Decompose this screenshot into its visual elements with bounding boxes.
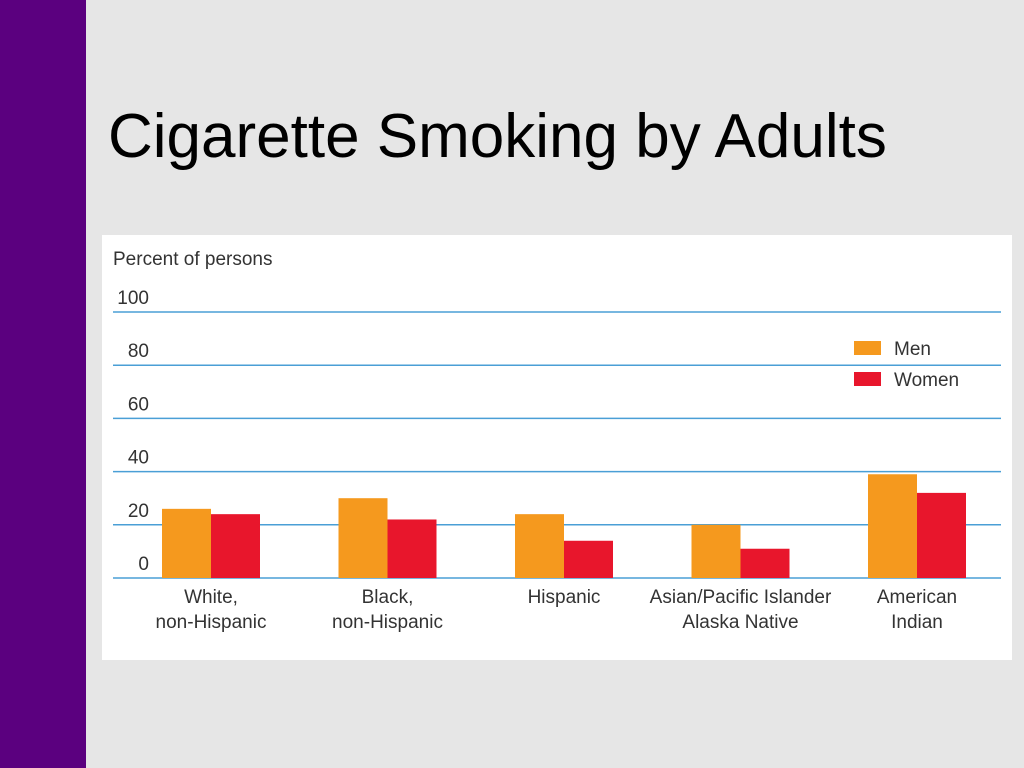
legend-label: Men [894, 339, 931, 360]
bar-chart: Percent of persons 0 20 40 60 80 100 White, no… [113, 249, 1001, 633]
category-label: Alaska Native [682, 612, 798, 633]
bar-men [691, 524, 741, 578]
bar-women [564, 540, 613, 578]
legend-swatch-men [854, 341, 881, 355]
bar-women [917, 492, 966, 578]
bar-men [868, 474, 917, 578]
category-label: non-Hispanic [332, 612, 443, 633]
category-label: American [877, 587, 957, 608]
bar-women [211, 514, 260, 578]
y-tick-label: 100 [117, 288, 149, 309]
slide-side-bar [0, 0, 86, 768]
bar-women [387, 519, 437, 578]
y-tick-labels: 0 20 40 60 80 100 [117, 288, 149, 575]
y-tick-label: 40 [128, 448, 149, 469]
bar-women [740, 548, 790, 578]
y-axis-label: Percent of persons [113, 249, 272, 270]
gridlines [113, 311, 1001, 579]
y-tick-label: 60 [128, 394, 149, 415]
y-tick-label: 0 [138, 554, 149, 575]
category-labels: White, non-Hispanic Black, non-Hispanic Hisp… [156, 587, 958, 633]
bar-men [162, 508, 211, 578]
bar-men [515, 514, 564, 578]
category-label: Indian [891, 612, 943, 633]
slide-title: Cigarette Smoking by Adults [108, 102, 887, 171]
bars [162, 474, 966, 578]
category-label: Asian/Pacific Islander [650, 587, 832, 608]
y-tick-label: 80 [128, 341, 149, 362]
legend-label: Women [894, 370, 959, 391]
legend: Men Women [854, 339, 959, 391]
category-label: Hispanic [528, 587, 601, 608]
category-label: Black, [362, 587, 414, 608]
bar-men [338, 498, 388, 578]
chart-panel: Percent of persons 0 20 40 60 80 100 White, no… [102, 235, 1012, 660]
category-label: non-Hispanic [156, 612, 267, 633]
y-tick-label: 20 [128, 501, 149, 522]
category-label: White, [184, 587, 238, 608]
legend-swatch-women [854, 372, 881, 386]
